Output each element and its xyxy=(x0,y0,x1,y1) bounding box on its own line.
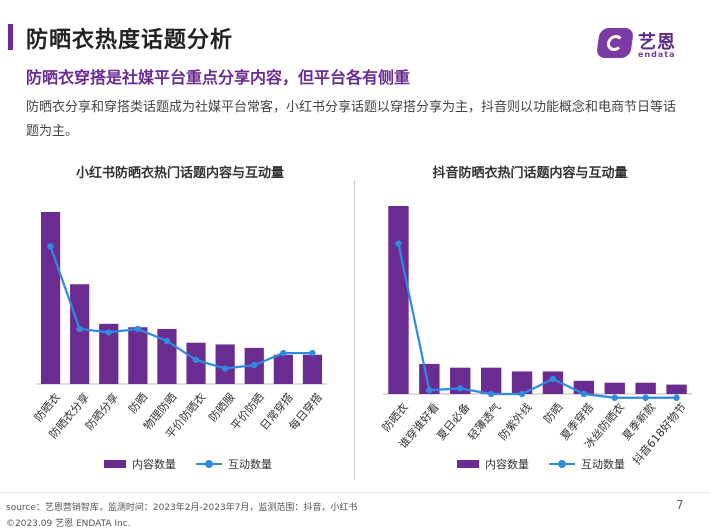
bar-1 xyxy=(40,212,61,384)
section-subtitle: 防晒衣穿搭是社媒平台重点分享内容，但平台各有侧重 xyxy=(26,68,411,87)
bar-4 xyxy=(480,367,502,394)
bar-10 xyxy=(302,354,323,384)
line-point-6 xyxy=(549,375,557,383)
bar-6 xyxy=(542,371,564,394)
line-point-3 xyxy=(105,329,112,336)
bar-5 xyxy=(511,371,533,394)
interaction-line xyxy=(397,243,677,399)
bar-4 xyxy=(128,327,148,384)
bar-1 xyxy=(388,206,409,394)
x-tick-label: 抖音618好物节 xyxy=(629,400,689,467)
chart-title-xiaohongshu: 小红书防晒衣热门话题内容与互动量 xyxy=(75,166,284,181)
line-point-2 xyxy=(76,325,83,333)
bar-9 xyxy=(635,382,656,394)
legend-douyin: 内容数量 互动数量 xyxy=(457,456,625,472)
legend-line-label: 互动数量 xyxy=(581,458,625,471)
line-point-4 xyxy=(134,325,142,333)
legend-bar-label: 内容数量 xyxy=(132,458,176,471)
bar-7 xyxy=(215,344,235,384)
bar-8 xyxy=(604,382,625,394)
endata-logo: 艺恩 endata xyxy=(595,28,698,64)
interaction-line xyxy=(49,246,313,370)
line-point-10 xyxy=(309,349,316,357)
line-point-6 xyxy=(192,356,200,364)
title-accent-bar xyxy=(8,24,13,50)
legend-xiaohongshu: 内容数量 互动数量 xyxy=(104,456,272,472)
bar-2 xyxy=(419,363,440,394)
legend-line-label: 互动数量 xyxy=(228,458,272,471)
source-note: source：艺恩营销智库，监测时间：2023年2月-2023年7月，监测范围：… xyxy=(6,503,358,513)
copyright-note: ©2023.09 艺恩 ENDATA Inc. xyxy=(6,519,131,529)
line-point-1 xyxy=(47,243,54,250)
x-tick-label: 防晒衣 xyxy=(379,400,411,434)
page-number: 7 xyxy=(676,498,684,512)
bar-9 xyxy=(273,354,293,384)
bar-3 xyxy=(450,367,471,394)
chart-divider xyxy=(354,180,355,480)
line-point-9 xyxy=(642,394,649,401)
legend-line-swatch xyxy=(549,459,575,469)
chart-title-douyin: 抖音防晒衣热门话题内容与互动量 xyxy=(432,166,628,181)
line-point-7 xyxy=(221,365,229,372)
x-tick-label: 防晒 xyxy=(125,390,150,416)
x-tick-label: 防紫外线 xyxy=(495,400,534,443)
legend-line-swatch xyxy=(196,459,222,469)
line-point-5 xyxy=(518,390,526,398)
line-point-1 xyxy=(395,240,402,247)
line-point-4 xyxy=(487,390,495,398)
bar-5 xyxy=(157,328,177,384)
line-point-10 xyxy=(673,394,680,401)
footer-rule xyxy=(0,492,710,493)
legend-bar-swatch xyxy=(457,460,479,468)
line-point-3 xyxy=(457,385,464,392)
line-point-9 xyxy=(280,349,287,357)
legend-bar-swatch xyxy=(104,460,126,468)
bar-6 xyxy=(186,342,206,384)
line-point-7 xyxy=(580,390,588,398)
endata-logo-icon xyxy=(595,28,635,58)
bar-3 xyxy=(99,323,119,384)
page-title: 防晒衣热度话题分析 xyxy=(26,28,234,53)
bar-2 xyxy=(70,284,90,384)
line-point-8 xyxy=(611,394,618,401)
logo-text-en: endata xyxy=(638,50,676,59)
legend-bar-label: 内容数量 xyxy=(485,458,529,471)
x-tick-label: 防晒 xyxy=(541,400,566,426)
section-description: 防晒衣分享和穿搭类话题成为社媒平台常客，小红书分享话题以穿搭分享为主，抖音则以功… xyxy=(26,100,677,139)
line-point-5 xyxy=(163,337,171,345)
logo-text-cn: 艺恩 xyxy=(638,32,676,53)
line-point-2 xyxy=(426,387,433,394)
line-point-8 xyxy=(251,361,258,369)
bar-10 xyxy=(666,384,687,394)
